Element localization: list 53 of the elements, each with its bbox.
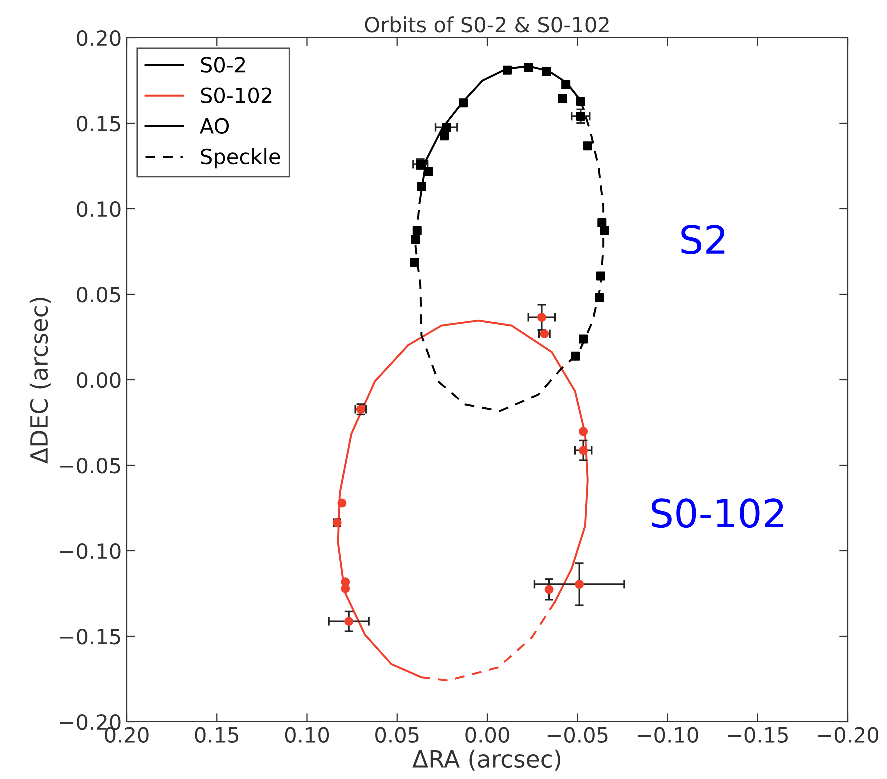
point bbox=[524, 63, 534, 72]
point bbox=[338, 498, 347, 508]
y-tick-label: 0.05 bbox=[77, 286, 120, 303]
legend-label: Speckle bbox=[201, 148, 280, 169]
legend-label: S0-102 bbox=[201, 88, 272, 104]
point bbox=[341, 584, 350, 594]
x-tick-label: 0.00 bbox=[466, 727, 510, 743]
x-tick-label: 0.10 bbox=[285, 727, 330, 743]
x-tick-label: 0.15 bbox=[195, 727, 238, 743]
point bbox=[598, 218, 607, 228]
annotation: S0-102 bbox=[652, 498, 784, 528]
point bbox=[583, 142, 592, 151]
point bbox=[440, 132, 450, 141]
y-tick-label: 0.20 bbox=[77, 30, 121, 46]
x-tick-label: 0.05 bbox=[376, 727, 419, 743]
y-tick-label: 0.00 bbox=[77, 372, 121, 388]
x-tick-label: −0.20 bbox=[818, 727, 879, 743]
point bbox=[579, 446, 588, 456]
legend-label: AO bbox=[200, 118, 230, 134]
point bbox=[571, 352, 580, 361]
point bbox=[575, 580, 584, 590]
point bbox=[579, 427, 588, 436]
annotation: S2 bbox=[682, 225, 725, 254]
point bbox=[544, 585, 554, 594]
point bbox=[579, 334, 588, 344]
x-tick-label: −0.15 bbox=[728, 727, 788, 743]
point bbox=[558, 94, 568, 104]
point bbox=[537, 313, 546, 322]
y-tick-label: 0.15 bbox=[77, 116, 120, 132]
x-axis-title: ΔRA (arcsec) bbox=[412, 750, 561, 771]
y-tick-label: 0.10 bbox=[77, 201, 121, 218]
point bbox=[562, 80, 571, 90]
point bbox=[600, 226, 610, 236]
point bbox=[411, 235, 420, 244]
point bbox=[424, 167, 434, 176]
y-tick-label: −0.05 bbox=[60, 458, 120, 474]
point bbox=[576, 96, 586, 106]
point bbox=[459, 98, 468, 108]
point bbox=[596, 272, 606, 281]
legend-label: S0-2 bbox=[201, 57, 246, 73]
y-tick-label: −0.15 bbox=[60, 628, 120, 645]
x-tick-label: −0.10 bbox=[638, 727, 698, 743]
point bbox=[576, 112, 586, 121]
x-tick-label: −0.05 bbox=[548, 727, 608, 743]
point bbox=[503, 66, 512, 75]
point bbox=[412, 226, 422, 236]
y-axis-title: ΔDEC (arcsec) bbox=[30, 298, 51, 464]
point bbox=[595, 293, 604, 302]
point bbox=[344, 617, 354, 626]
chart-title: Orbits of S0-2 & S0-102 bbox=[365, 16, 609, 33]
y-tick-label: −0.10 bbox=[60, 543, 121, 560]
point bbox=[417, 182, 426, 192]
point bbox=[410, 258, 420, 268]
